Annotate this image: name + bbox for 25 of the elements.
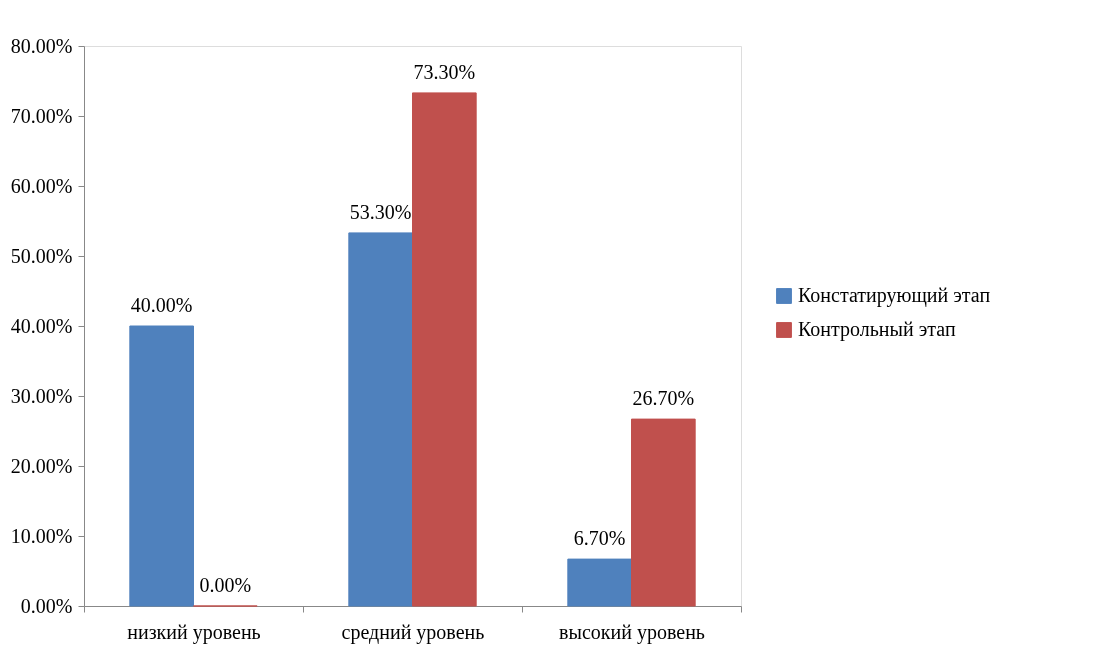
x-tick-label: средний уровень [341,620,485,644]
bar [631,418,696,607]
y-tick-label: 50.00% [10,244,73,267]
data-label: 40.00% [130,294,193,316]
data-label: 0.00% [199,574,252,596]
data-label: 6.70% [573,527,626,550]
x-tick-label: низкий уровень [127,620,261,644]
y-tick-label: 30.00% [10,384,73,407]
y-tick-label: 0.00% [20,594,73,617]
bar [567,558,632,607]
x-tick-label: высокий уровень [559,620,705,644]
bar [129,325,194,607]
legend-label: Контрольный этап [798,318,956,341]
y-tick-label: 80.00% [10,34,73,57]
legend-label: Констатирующий этап [798,284,991,307]
data-label: 26.70% [632,387,695,410]
bar [412,92,477,607]
data-label: 73.30% [413,60,476,83]
y-tick-label: 40.00% [10,314,73,337]
y-tick-label: 70.00% [10,104,73,127]
y-tick-label: 60.00% [10,174,73,197]
bar [348,232,413,607]
y-tick-label: 20.00% [10,454,73,477]
y-tick-label: 10.00% [10,524,73,547]
data-label: 53.30% [349,200,412,223]
